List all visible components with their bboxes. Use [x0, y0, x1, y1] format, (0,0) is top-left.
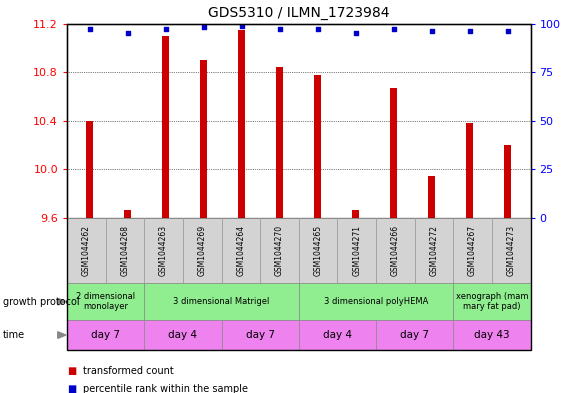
Text: GSM1044267: GSM1044267 — [468, 225, 477, 276]
Text: day 7: day 7 — [91, 330, 120, 340]
Text: day 43: day 43 — [474, 330, 510, 340]
Text: day 4: day 4 — [323, 330, 352, 340]
Title: GDS5310 / ILMN_1723984: GDS5310 / ILMN_1723984 — [208, 6, 389, 20]
Bar — [276, 67, 283, 218]
Bar — [86, 121, 93, 218]
Polygon shape — [58, 332, 66, 338]
Point — [85, 26, 94, 33]
Text: 3 dimensional Matrigel: 3 dimensional Matrigel — [173, 297, 270, 306]
Text: xenograph (mam
mary fat pad): xenograph (mam mary fat pad) — [456, 292, 528, 311]
Bar — [201, 60, 207, 218]
Polygon shape — [58, 298, 66, 305]
Text: time: time — [3, 330, 25, 340]
Point — [123, 30, 132, 37]
Text: GSM1044263: GSM1044263 — [159, 225, 168, 276]
Text: 2 dimensional
monolayer: 2 dimensional monolayer — [76, 292, 135, 311]
Text: GSM1044271: GSM1044271 — [352, 225, 361, 276]
Text: transformed count: transformed count — [83, 366, 174, 376]
Text: day 4: day 4 — [168, 330, 198, 340]
Bar — [124, 209, 131, 218]
Text: day 7: day 7 — [245, 330, 275, 340]
Bar — [504, 145, 511, 218]
Point — [351, 30, 360, 37]
Bar — [352, 209, 359, 218]
Point — [199, 24, 209, 31]
Point — [161, 26, 170, 33]
Text: ■: ■ — [67, 384, 76, 393]
Point — [275, 26, 285, 33]
Bar — [163, 36, 169, 218]
Bar — [238, 29, 245, 218]
Bar — [391, 88, 397, 218]
Point — [389, 26, 398, 33]
Bar — [466, 123, 473, 218]
Text: day 7: day 7 — [400, 330, 429, 340]
Bar — [314, 75, 321, 218]
Text: percentile rank within the sample: percentile rank within the sample — [83, 384, 248, 393]
Point — [465, 28, 475, 35]
Text: GSM1044272: GSM1044272 — [430, 225, 438, 276]
Text: GSM1044270: GSM1044270 — [275, 225, 284, 276]
Text: ■: ■ — [67, 366, 76, 376]
Text: GSM1044268: GSM1044268 — [121, 225, 129, 276]
Point — [313, 26, 322, 33]
Text: GSM1044264: GSM1044264 — [236, 225, 245, 276]
Text: GSM1044262: GSM1044262 — [82, 225, 91, 276]
Text: GSM1044265: GSM1044265 — [314, 225, 322, 276]
Text: 3 dimensional polyHEMA: 3 dimensional polyHEMA — [324, 297, 429, 306]
Point — [503, 28, 512, 35]
Text: GSM1044269: GSM1044269 — [198, 225, 207, 276]
Point — [427, 28, 437, 35]
Point — [237, 22, 247, 29]
Text: GSM1044273: GSM1044273 — [507, 225, 516, 276]
Text: GSM1044266: GSM1044266 — [391, 225, 400, 276]
Text: growth protocol: growth protocol — [3, 297, 79, 307]
Bar — [429, 176, 435, 218]
